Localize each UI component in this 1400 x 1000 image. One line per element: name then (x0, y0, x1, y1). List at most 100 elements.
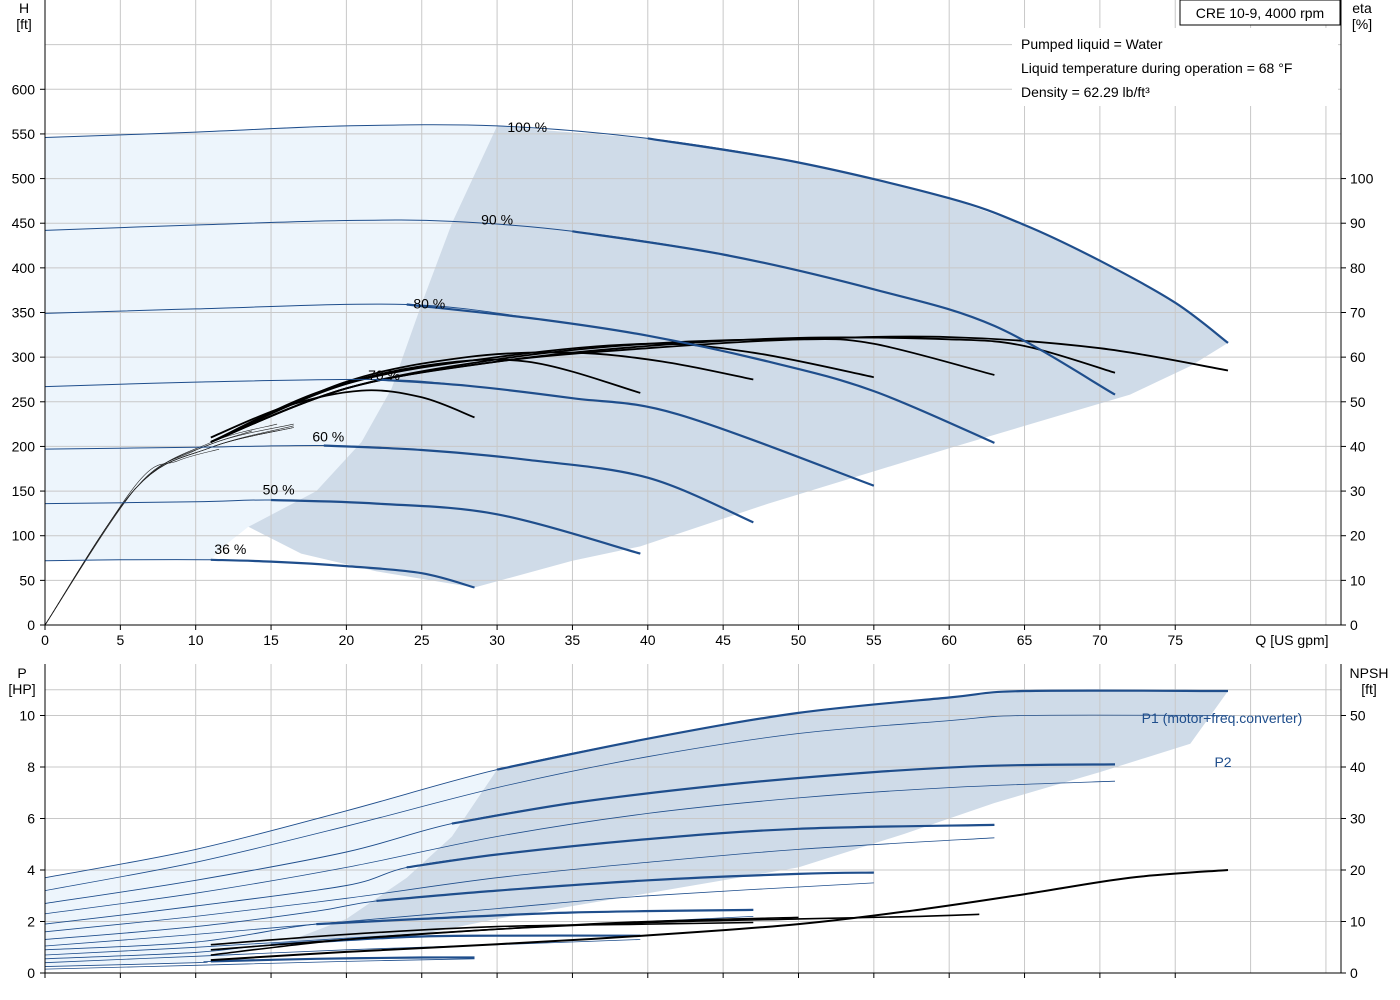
head-curve-80 (406, 303, 995, 444)
head-curve-label-70: 70 % (368, 367, 400, 383)
x-tick-label: 0 (41, 632, 49, 648)
y-axis-label-left: H (19, 0, 29, 16)
p2-curve-80 (44, 837, 995, 933)
y-tick-label-right: 40 (1350, 759, 1366, 775)
head-curve-70 (376, 378, 875, 487)
head-curve-label-80: 80 % (413, 296, 445, 312)
info-line-temperature: Liquid temperature during operation = 68… (1021, 60, 1292, 76)
x-tick-label: 35 (565, 632, 581, 648)
y-tick-label-left: 500 (12, 171, 36, 187)
y-tick-label-right: 100 (1350, 171, 1374, 187)
head-curve-90 (572, 230, 1116, 396)
y-tick-label-left: 350 (12, 305, 36, 321)
p2-curve-50 (44, 939, 641, 964)
y-tick-label-right: 50 (1350, 708, 1366, 724)
p1-curve-36 (210, 956, 475, 963)
y-tick-label-left: 2 (27, 914, 35, 930)
y-tick-label-right: 90 (1350, 215, 1366, 231)
y-tick-label-left: 6 (27, 811, 35, 827)
p2-series-label: P2 (1214, 754, 1231, 770)
y-axis-label-right: [ft] (1361, 681, 1377, 697)
y-axis-label-right: [%] (1352, 16, 1372, 32)
y-tick-label-left: 8 (27, 759, 35, 775)
y-axis-label-right: NPSH (1350, 665, 1389, 681)
x-tick-label: 45 (715, 632, 731, 648)
p1-curve-60 (316, 908, 754, 926)
y-tick-label-left: 300 (12, 349, 36, 365)
y-tick-label-right: 10 (1350, 572, 1366, 588)
head-curve-60 (323, 444, 754, 524)
title-box: CRE 10-9, 4000 rpm (1179, 0, 1341, 26)
y-tick-label-left: 150 (12, 483, 36, 499)
x-tick-label: 55 (866, 632, 882, 648)
y-tick-label-left: 10 (19, 708, 35, 724)
npsh-curve-80 (210, 916, 799, 951)
title-box-text: CRE 10-9, 4000 rpm (1196, 5, 1324, 21)
x-tick-label: 25 (414, 632, 430, 648)
p2-curve-90 (44, 780, 1116, 915)
x-tick-label: 60 (941, 632, 957, 648)
title-box-frame (1179, 0, 1341, 26)
info-line-density: Density = 62.29 lb/ft³ (1021, 84, 1150, 100)
x-tick-label: 15 (263, 632, 279, 648)
power-range-region (286, 691, 1229, 943)
p2-curve-100 (44, 714, 1229, 891)
p1-curve-90 (451, 763, 1116, 825)
y-tick-label-left: 0 (27, 617, 35, 633)
head-curve-50 (270, 498, 641, 555)
p2-curve-70 (44, 882, 874, 947)
y-tick-label-left: 4 (27, 862, 35, 878)
efficiency-curve-36 (210, 389, 475, 439)
y-tick-label-right: 80 (1350, 260, 1366, 276)
y-axis-label-left: P (17, 665, 26, 681)
head-curve-label-90: 90 % (481, 212, 513, 228)
x-tick-label: 5 (116, 632, 124, 648)
y-tick-label-right: 30 (1350, 483, 1366, 499)
y-tick-label-right: 20 (1350, 528, 1366, 544)
y-axis-label-left: [HP] (8, 681, 35, 697)
info-line-liquid: Pumped liquid = Water (1021, 36, 1163, 52)
head-curve-label-36: 36 % (214, 541, 246, 557)
y-tick-label-left: 550 (12, 126, 36, 142)
npsh-curve (210, 869, 1229, 962)
head-curve-label-60: 60 % (312, 429, 344, 445)
y-tick-label-right: 10 (1350, 914, 1366, 930)
npsh-curve-70 (210, 921, 754, 946)
y-tick-label-left: 50 (19, 572, 35, 588)
y-tick-label-right: 0 (1350, 617, 1358, 633)
info-panel: Pumped liquid = Water Liquid temperature… (1012, 28, 1338, 106)
x-tick-label: 40 (640, 632, 656, 648)
y-tick-label-left: 450 (12, 215, 36, 231)
y-tick-label-right: 50 (1350, 394, 1366, 410)
head-curve-36 (210, 558, 475, 589)
x-axis-label: Q [US gpm] (1255, 632, 1328, 648)
y-axis-label-right: eta (1352, 0, 1372, 16)
head-curve-label-100: 100 % (507, 119, 547, 135)
y-axis-label-left: [ft] (16, 16, 32, 32)
p1-curve-70 (376, 871, 874, 902)
y-tick-label-left: 400 (12, 260, 36, 276)
x-tick-label: 75 (1167, 632, 1183, 648)
y-tick-label-right: 60 (1350, 349, 1366, 365)
y-tick-label-right: 20 (1350, 862, 1366, 878)
p1-curve-100 (496, 689, 1229, 771)
y-tick-label-right: 40 (1350, 438, 1366, 454)
head-curve-label-50: 50 % (263, 481, 295, 497)
y-tick-label-left: 600 (12, 81, 36, 97)
y-tick-label-left: 100 (12, 528, 36, 544)
y-tick-label-right: 70 (1350, 305, 1366, 321)
x-tick-label: 50 (791, 632, 807, 648)
x-tick-label: 70 (1092, 632, 1108, 648)
y-tick-label-left: 200 (12, 438, 36, 454)
y-tick-label-left: 0 (27, 965, 35, 981)
efficiency-curve-70 (210, 342, 874, 443)
p1-series-label: P1 (motor+freq.converter) (1142, 710, 1303, 726)
y-tick-label-left: 250 (12, 394, 36, 410)
x-tick-label: 20 (339, 632, 355, 648)
y-tick-label-right: 0 (1350, 965, 1358, 981)
efficiency-lead-in-36 (44, 448, 220, 626)
p1-curve-80 (406, 823, 995, 869)
p2-curve-36 (44, 958, 475, 970)
x-tick-label: 10 (188, 632, 204, 648)
y-tick-label-right: 30 (1350, 811, 1366, 827)
